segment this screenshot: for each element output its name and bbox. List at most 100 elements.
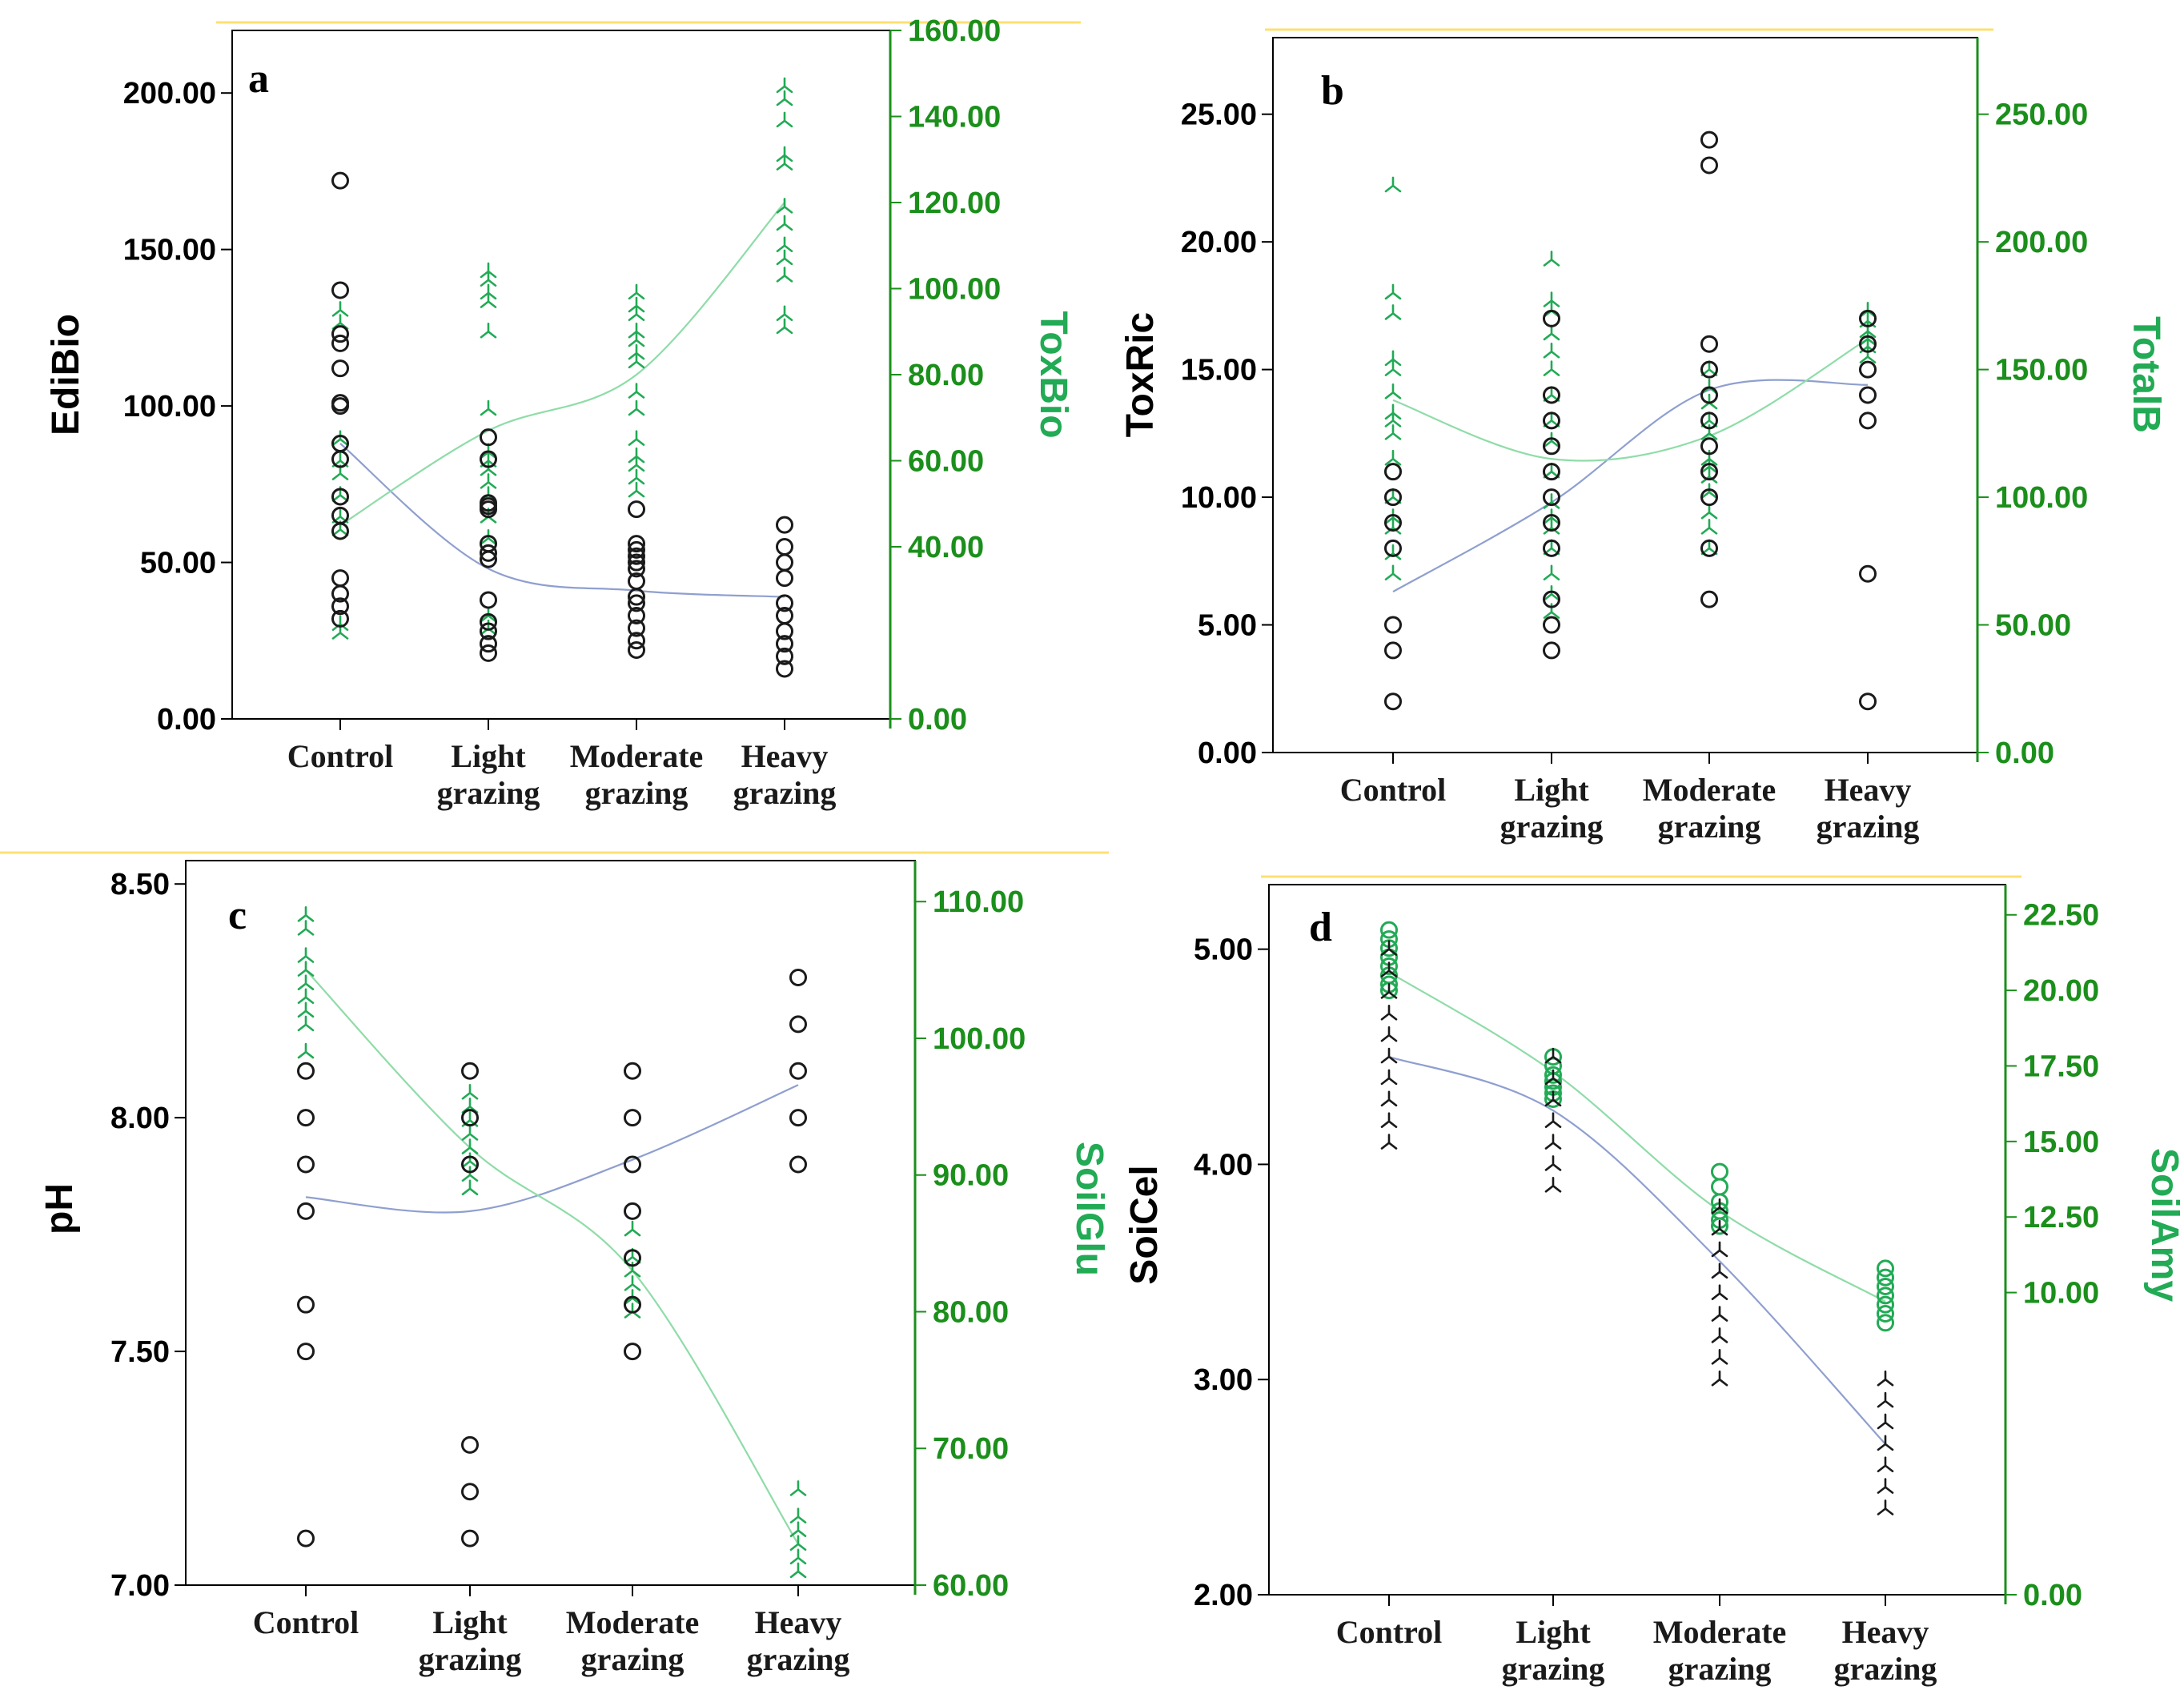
left-series-point — [297, 1202, 315, 1220]
right-series-point — [331, 301, 349, 317]
left-series-point — [789, 1109, 807, 1127]
left-series-point — [480, 635, 497, 653]
left-axis-title: pH — [38, 1183, 81, 1234]
right-series-point — [628, 481, 645, 498]
left-series-point — [776, 594, 793, 612]
right-series-point — [789, 1562, 807, 1579]
left-series-point — [331, 325, 349, 343]
right-tick-label: 90.00 — [933, 1159, 1009, 1193]
left-tick-label: 25.00 — [1181, 98, 1257, 132]
right-series-point — [789, 1480, 807, 1496]
left-series-point — [628, 619, 645, 637]
right-tick-label: 60.00 — [933, 1569, 1009, 1603]
right-series-point — [480, 322, 497, 339]
right-series-point — [776, 155, 793, 171]
left-tick-label: 0.00 — [157, 703, 216, 737]
right-tick-label: 110.00 — [933, 885, 1024, 919]
left-series-point — [461, 1155, 479, 1174]
left-series-point — [1380, 1047, 1398, 1064]
right-series-point — [628, 322, 645, 339]
x-tick-label: grazing — [437, 775, 540, 811]
right-tick-label: 50.00 — [1995, 609, 2071, 643]
plot-area — [1268, 884, 2006, 1596]
left-tick-label: 200.00 — [123, 77, 216, 110]
left-series-point — [624, 1343, 641, 1361]
left-series-point — [628, 547, 645, 565]
right-series-point — [1380, 957, 1398, 975]
left-series-point — [1700, 411, 1718, 430]
right-series-point — [480, 399, 497, 416]
right-series-point — [1384, 411, 1402, 428]
left-series-point — [461, 1529, 479, 1547]
left-series-point — [331, 488, 349, 506]
left-tick-label: 8.50 — [110, 868, 170, 901]
left-series-point — [1700, 437, 1718, 456]
right-axis-title: TotalB — [2125, 316, 2167, 433]
left-series-point — [1380, 940, 1398, 956]
left-series-point — [628, 632, 645, 650]
left-series-point — [1384, 692, 1402, 711]
left-series-point — [1543, 539, 1560, 557]
right-series-point — [480, 460, 497, 476]
right-series-point — [297, 1002, 315, 1018]
left-series-point — [331, 281, 349, 299]
left-series-point — [776, 516, 793, 534]
left-series-point — [624, 1202, 641, 1220]
right-series-point — [1384, 564, 1402, 581]
right-series-point — [789, 1535, 807, 1551]
right-series-point — [1877, 1278, 1894, 1296]
right-axis-title: ToxBio — [1032, 311, 1074, 438]
left-axis-title: SoiCel — [1123, 1165, 1166, 1284]
left-series-point — [1700, 590, 1718, 608]
right-tick-label: 100.00 — [1995, 481, 2088, 515]
left-series-point — [1877, 1413, 1894, 1430]
left-series-point — [1877, 1435, 1894, 1451]
right-series-point — [776, 305, 793, 322]
x-tick-label: grazing — [1502, 1651, 1605, 1687]
right-series-point — [628, 305, 645, 322]
x-tick-label: Moderate — [1643, 772, 1777, 808]
left-series-point — [776, 553, 793, 572]
right-series-point — [628, 283, 645, 300]
x-tick-label: grazing — [1658, 809, 1761, 845]
right-series-point — [1543, 564, 1560, 581]
right-tick-label: 0.00 — [908, 703, 967, 737]
x-tick-label: Moderate — [566, 1604, 700, 1640]
left-fit-line — [305, 1084, 799, 1214]
right-series-point — [297, 906, 315, 922]
left-tick-label: 150.00 — [123, 234, 216, 267]
left-series-point — [1543, 641, 1560, 660]
left-series-point — [461, 1435, 479, 1454]
left-series-point — [331, 334, 349, 352]
panel-a: 0.00 50.00 100.00 150.00 200.00 0.00 40.00 60.0… — [45, 14, 1081, 811]
right-series-point — [789, 1507, 807, 1523]
right-series-point — [480, 271, 497, 287]
right-series-point — [480, 473, 497, 489]
right-series-point — [624, 1220, 641, 1237]
x-tick-label: Heavy — [755, 1604, 842, 1640]
left-series-point — [628, 560, 645, 578]
right-tick-label: 250.00 — [1995, 98, 2088, 132]
left-series-point — [1543, 437, 1560, 456]
x-tick-label: grazing — [1834, 1651, 1937, 1687]
x-tick-label: Moderate — [570, 738, 704, 774]
left-tick-label: 5.00 — [1194, 933, 1253, 967]
left-series-point — [331, 450, 349, 468]
left-series-point — [297, 1062, 315, 1080]
x-tick-label: Light — [1516, 1614, 1591, 1650]
left-series-point — [331, 397, 349, 415]
left-series-point — [1700, 130, 1718, 149]
right-series-point — [1384, 176, 1402, 193]
left-tick-label: 2.00 — [1194, 1579, 1253, 1612]
right-series-point — [776, 111, 793, 128]
right-series-point — [776, 198, 793, 214]
left-series-point — [480, 644, 497, 662]
right-series-point — [776, 77, 793, 94]
left-series-point — [628, 594, 645, 612]
left-series-point — [776, 660, 793, 678]
left-series-point — [628, 553, 645, 572]
left-series-point — [1544, 1090, 1562, 1107]
x-tick-label: Light — [1514, 772, 1589, 808]
right-series-point — [1384, 424, 1402, 440]
